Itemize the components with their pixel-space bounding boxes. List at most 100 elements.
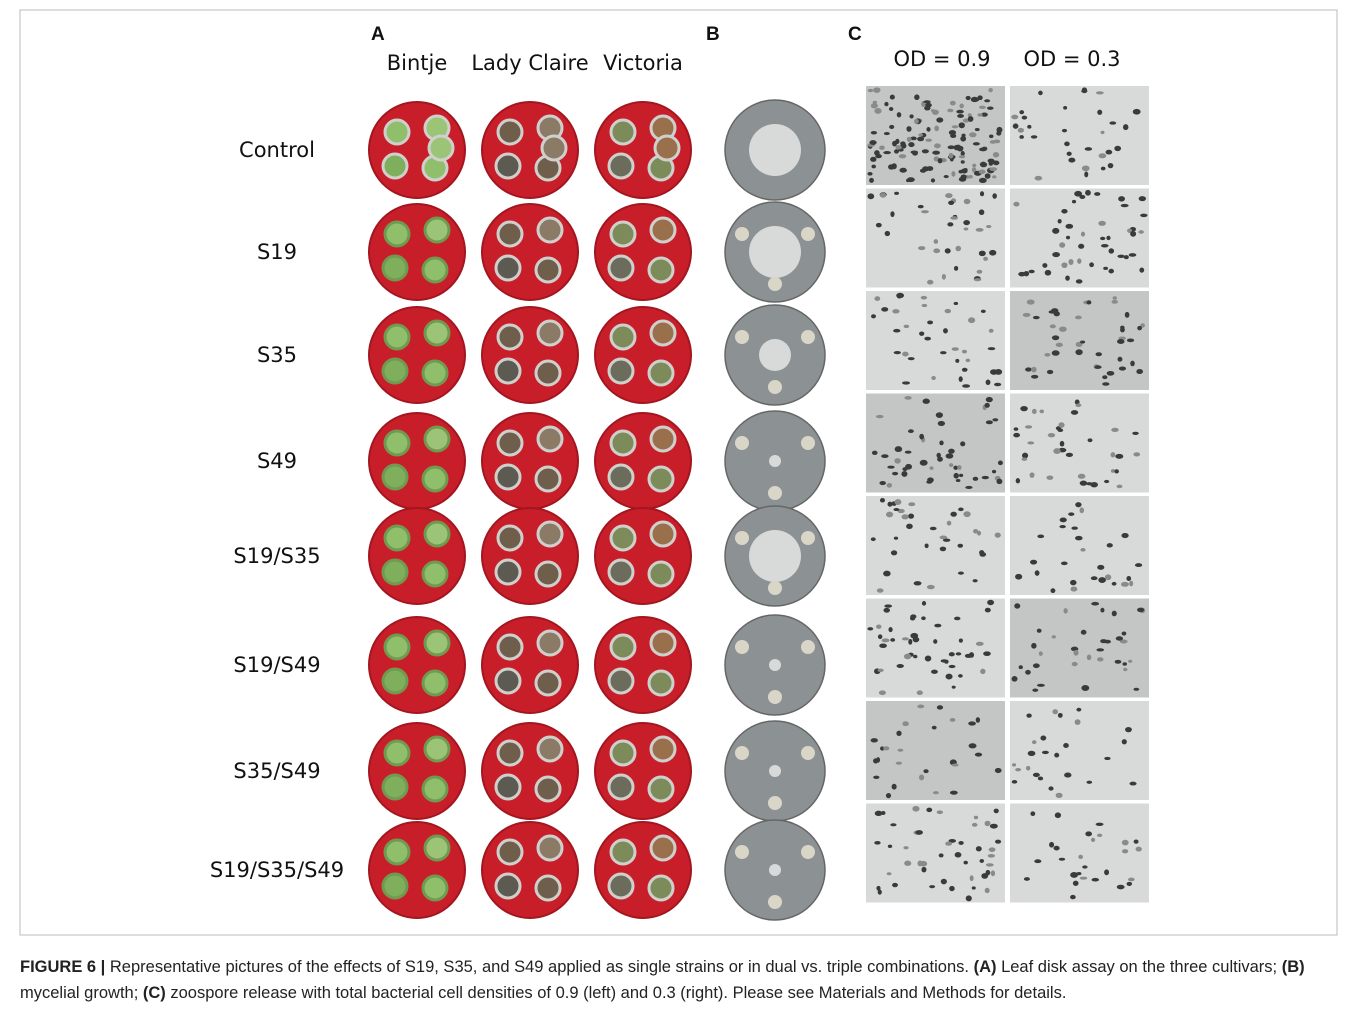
bacterial-colony xyxy=(735,227,749,241)
zoospore xyxy=(884,604,892,607)
zoospore xyxy=(892,784,897,790)
zoospore xyxy=(927,585,935,589)
zoospore xyxy=(1130,231,1136,237)
zoospore xyxy=(891,550,897,555)
zoospore xyxy=(969,132,976,137)
zoospore xyxy=(945,309,952,313)
zoospore xyxy=(1139,267,1144,272)
leaf-disk xyxy=(542,136,566,160)
zoospore xyxy=(924,337,931,341)
zoospore xyxy=(917,705,924,709)
zoospore xyxy=(926,127,930,132)
zoospore xyxy=(883,608,890,613)
zoospore xyxy=(1052,350,1060,355)
bacterial-colony xyxy=(801,746,815,760)
leaf-disk xyxy=(651,321,675,345)
zoospore xyxy=(962,350,967,354)
bacterial-colony xyxy=(768,581,782,595)
zoospore xyxy=(922,149,929,153)
zoospore xyxy=(890,95,895,100)
zoospore xyxy=(1075,719,1081,725)
zoospore xyxy=(1033,663,1040,668)
zoospore xyxy=(886,793,891,798)
zoospore xyxy=(883,151,891,154)
zoospore xyxy=(934,239,939,244)
mycelium-center xyxy=(749,124,801,176)
bacterial-colony xyxy=(735,330,749,344)
zoospore xyxy=(1081,685,1089,691)
zoospore xyxy=(1033,316,1040,319)
zoospore xyxy=(1025,670,1031,675)
zoospore xyxy=(933,791,939,794)
zoospore xyxy=(1075,316,1082,320)
zoospore xyxy=(912,806,919,812)
zoospore xyxy=(989,134,993,138)
zoospore xyxy=(1116,636,1123,640)
zoospore xyxy=(879,146,885,150)
zoospore xyxy=(1080,481,1088,486)
zoospore xyxy=(957,114,964,118)
leaf-disk xyxy=(498,325,522,349)
zoospore xyxy=(955,359,959,363)
leaf-disk xyxy=(496,465,520,489)
zoospore xyxy=(887,466,894,469)
zoospore xyxy=(887,483,893,488)
zoospore xyxy=(1078,244,1084,249)
petri-plate xyxy=(595,723,691,819)
zoospore xyxy=(897,294,901,298)
leaf-disk xyxy=(536,876,560,900)
zoospore xyxy=(933,639,937,644)
leaf-disk xyxy=(651,836,675,860)
zoospore xyxy=(1102,375,1107,379)
zoospore xyxy=(1061,562,1068,566)
zoospore xyxy=(867,627,873,630)
zoospore xyxy=(1039,409,1044,413)
zoospore xyxy=(925,656,932,662)
zoospore xyxy=(892,883,898,887)
zoospore xyxy=(1097,657,1103,661)
leaf-disk xyxy=(649,467,673,491)
column-header: OD = 0.9 xyxy=(893,47,990,71)
zoospore xyxy=(1061,262,1067,268)
zoospore xyxy=(951,171,955,177)
zoospore xyxy=(1117,255,1124,258)
row-label: S49 xyxy=(257,449,297,473)
zoospore xyxy=(1096,823,1104,826)
zoospore xyxy=(896,731,901,736)
zoospore xyxy=(1070,580,1077,585)
leaf-disk xyxy=(385,635,409,659)
zoospore xyxy=(1075,502,1081,507)
micrograph xyxy=(866,189,1005,288)
leaf-disk xyxy=(536,777,560,801)
bacterial-colony xyxy=(735,531,749,545)
zoospore xyxy=(925,543,929,548)
leaf-disk xyxy=(536,671,560,695)
zoospore xyxy=(1037,534,1044,538)
zoospore xyxy=(1080,340,1085,343)
zoospore xyxy=(1099,153,1107,158)
zoospore xyxy=(906,126,911,132)
zoospore xyxy=(904,325,910,329)
caption-segment: zoospore release with total bacterial ce… xyxy=(166,984,1067,1002)
zoospore xyxy=(1132,432,1138,435)
zoospore xyxy=(1044,353,1050,357)
zoospore xyxy=(995,532,1001,537)
zoospore xyxy=(1115,454,1123,459)
zoospore xyxy=(914,94,919,100)
zoospore xyxy=(1035,570,1040,576)
zoospore xyxy=(1032,740,1036,744)
zoospore xyxy=(985,888,990,893)
zoospore xyxy=(1074,191,1082,197)
zoospore xyxy=(908,639,912,645)
leaf-disk xyxy=(498,526,522,550)
zoospore xyxy=(1071,527,1078,530)
zoospore xyxy=(1072,200,1076,204)
mycelium-center xyxy=(769,659,781,671)
zoospore xyxy=(940,351,946,354)
zoospore xyxy=(917,861,922,867)
zoospore xyxy=(883,746,889,750)
zoospore xyxy=(1066,453,1073,457)
petri-plate xyxy=(595,204,691,300)
zoospore xyxy=(1068,259,1073,265)
zoospore xyxy=(966,895,972,901)
